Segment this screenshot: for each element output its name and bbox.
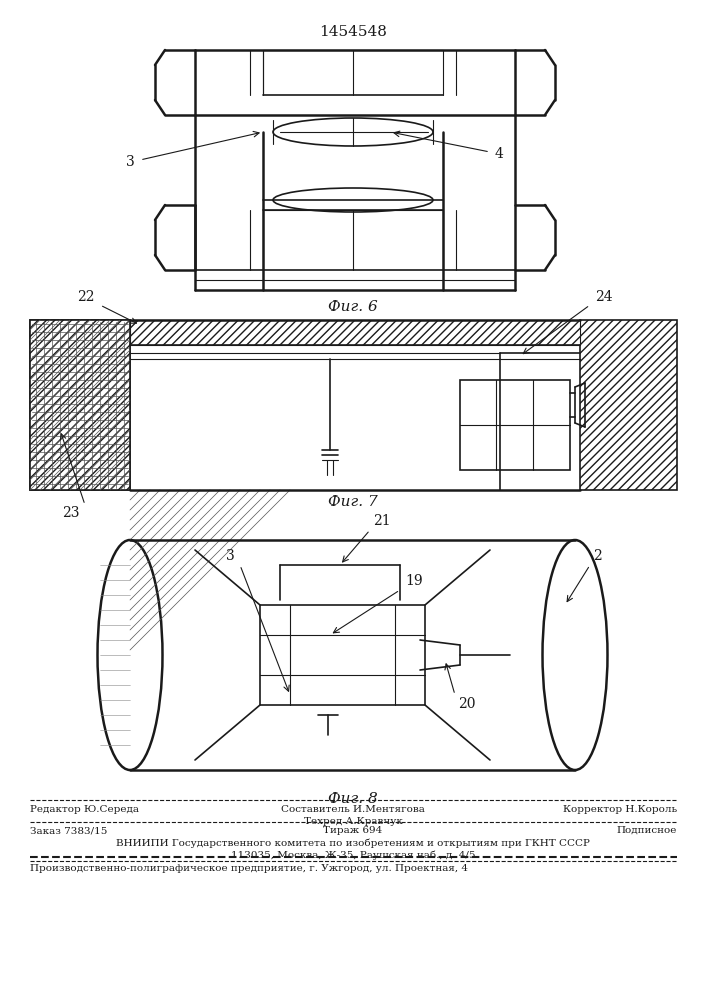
Text: Подписное: Подписное <box>617 826 677 835</box>
Bar <box>460 380 570 470</box>
Text: Составитель И.Ментягова: Составитель И.Ментягова <box>281 805 425 814</box>
Bar <box>30 320 130 490</box>
Text: Корректор Н.Король: Корректор Н.Король <box>563 805 677 814</box>
Text: Заказ 7383/15: Заказ 7383/15 <box>30 826 107 835</box>
Bar <box>30 320 130 490</box>
Bar <box>580 320 677 490</box>
Text: 24: 24 <box>595 290 613 304</box>
Text: 21: 21 <box>373 514 391 528</box>
Text: Фиг. 7: Фиг. 7 <box>328 495 378 509</box>
Text: 19: 19 <box>405 574 423 588</box>
Text: 4: 4 <box>495 147 504 161</box>
Text: Тираж 694: Тираж 694 <box>323 826 382 835</box>
Text: Техред А.Кравчук: Техред А.Кравчук <box>303 817 402 826</box>
Text: 113035, Москва, Ж-35, Раушская наб., д. 4/5: 113035, Москва, Ж-35, Раушская наб., д. … <box>230 850 475 859</box>
Text: Редактор Ю.Середа: Редактор Ю.Середа <box>30 805 139 814</box>
Text: 20: 20 <box>458 697 476 711</box>
Text: 3: 3 <box>226 549 235 563</box>
Text: 3: 3 <box>127 155 135 169</box>
Text: ВНИИПИ Государственного комитета по изобретениям и открытиям при ГКНТ СССР: ВНИИПИ Государственного комитета по изоб… <box>116 838 590 848</box>
Text: 2: 2 <box>593 549 602 563</box>
Text: Фиг. 8: Фиг. 8 <box>328 792 378 806</box>
Bar <box>260 605 425 705</box>
Text: Фиг. 6: Фиг. 6 <box>328 300 378 314</box>
Text: 22: 22 <box>78 290 95 304</box>
Text: 1454548: 1454548 <box>319 25 387 39</box>
Text: 23: 23 <box>62 506 80 520</box>
Text: Производственно-полиграфическое предприятие, г. Ужгород, ул. Проектная, 4: Производственно-полиграфическое предприя… <box>30 864 468 873</box>
Bar <box>130 320 580 345</box>
